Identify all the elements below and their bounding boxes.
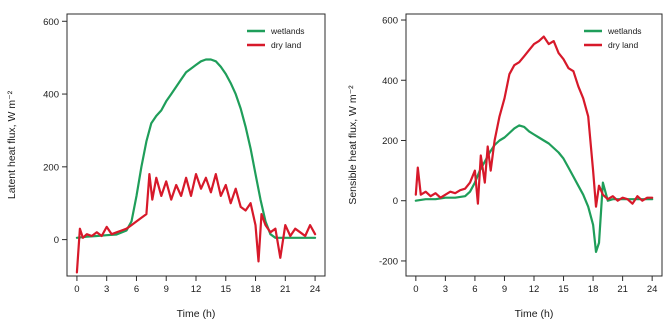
legend-label-wetlands: wetlands [270,26,305,36]
x-tick-label: 6 [134,284,139,295]
y-tick-label: 400 [382,76,398,87]
series-line-wetlands [75,58,317,239]
y-tick-label: 0 [393,196,398,207]
x-tick-label: 6 [472,284,477,295]
chart-panel-2: 0 3 6 9 12 15 18 21 24 -200 0 200 400 600 Time (h) Sens… [347,13,663,320]
x-tick-label: 24 [310,284,321,295]
series-line-dry-land [75,173,317,274]
series-line-wetlands [414,124,654,253]
x-tick-label: 0 [74,284,79,295]
y-tick-label: 200 [382,136,398,147]
x-tick-label: 21 [617,284,628,295]
legend-label-wetlands: wetlands [607,26,642,36]
y-tick-label: 600 [43,17,59,28]
x-tick-label: 9 [164,284,169,295]
x-axis-title: Time (h) [177,308,216,320]
x-tick-label: 18 [588,284,599,295]
x-tick-label: 18 [250,284,261,295]
series-line-dry-land [414,35,654,208]
x-tick-label: 9 [502,284,507,295]
x-tick-label: 0 [413,284,418,295]
x-tick-label: 24 [647,284,658,295]
x-tick-label: 21 [280,284,291,295]
x-tick-label: 15 [558,284,569,295]
y-tick-label: 200 [43,162,59,173]
x-tick-label: 12 [191,284,202,295]
x-axis-title: Time (h) [515,308,554,320]
y-axis-title: Latent heat flux, W m⁻² [6,90,18,199]
plot-frame [405,13,663,277]
x-tick-label: 12 [529,284,540,295]
x-tick-label: 3 [104,284,109,295]
legend-label-dry-land: dry land [271,40,302,50]
y-tick-label: 0 [54,235,59,246]
y-axis-title: Sensible heat flux, W m⁻² [347,85,359,205]
x-tick-label: 15 [220,284,231,295]
chart-panel-1: 0 3 6 9 12 15 18 21 24 0 200 400 600 Time (h) Latent h… [6,13,326,320]
legend-label-dry-land: dry land [608,40,639,50]
y-tick-label: 400 [43,90,59,101]
x-tick-label: 3 [443,284,448,295]
y-tick-label: 600 [382,16,398,27]
y-tick-label: -200 [379,256,398,267]
